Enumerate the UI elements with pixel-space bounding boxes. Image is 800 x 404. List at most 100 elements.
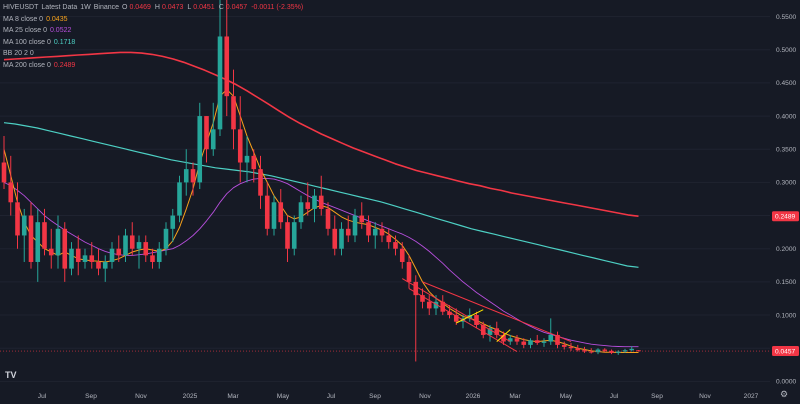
candle-body — [312, 195, 317, 209]
indicator-value: 0.2489 — [53, 61, 76, 69]
candle-body — [28, 215, 34, 262]
candle-body — [474, 315, 479, 325]
candle-body — [170, 215, 176, 229]
interval[interactable]: 1W — [80, 4, 91, 11]
price-tick-label: 0.2000 — [776, 246, 797, 253]
candle-body — [399, 248, 405, 262]
candle-body — [136, 242, 142, 249]
candle-body — [109, 248, 115, 262]
gear-icon[interactable]: ⚙ — [780, 389, 789, 399]
candle-body — [271, 202, 277, 229]
open-value: 0.0469 — [129, 4, 151, 11]
candle-body — [345, 228, 351, 236]
candle-body — [190, 169, 196, 183]
indicator-value: 0.0522 — [49, 27, 72, 35]
candle-body — [116, 248, 122, 256]
candle-body — [514, 338, 520, 342]
ma200-line — [3, 51, 639, 217]
candle-body — [264, 195, 270, 229]
time-tick-label: 2027 — [744, 393, 759, 400]
high-value: 0.0473 — [161, 4, 184, 11]
candle-body — [521, 341, 527, 345]
indicator-label: MA 25 close 0 — [3, 27, 47, 35]
time-tick-label: 2026 — [466, 393, 481, 400]
candle-body — [568, 346, 574, 349]
candle-body — [636, 350, 641, 352]
candle-body — [447, 311, 452, 316]
time-tick-label: May — [277, 393, 290, 400]
candle-body — [352, 215, 358, 236]
candle-body — [150, 255, 155, 262]
candle-body — [507, 338, 513, 342]
indicator-bb[interactable]: BB 20 2 0 — [3, 48, 307, 60]
candle-body — [244, 155, 250, 163]
candle-body — [224, 36, 230, 97]
indicator-label: MA 100 close 0 — [3, 38, 51, 46]
indicator-ma25[interactable]: MA 25 close 0 0.0522 — [3, 25, 307, 37]
indicator-value: 0.1718 — [53, 38, 76, 46]
symbol[interactable]: HIVEUSDT — [3, 4, 39, 11]
price-tick-label: 0.3000 — [776, 180, 797, 187]
candle-body — [528, 340, 533, 345]
candle-body — [366, 222, 371, 236]
time-tick-label: Nov — [135, 393, 147, 400]
legend-header: HIVEUSDT Latest Data 1W Binance O 0.0469 … — [3, 2, 307, 14]
indicator-ma200[interactable]: MA 200 close 0 0.2489 — [3, 60, 307, 72]
time-tick-label: Mar — [509, 393, 521, 400]
candle-body — [325, 208, 331, 229]
candle-body — [237, 129, 243, 163]
trend-line — [496, 329, 511, 342]
candle-body — [231, 96, 236, 130]
candle-body — [494, 328, 500, 335]
last-price-tag: 0.0457 — [775, 348, 796, 355]
candle-body — [386, 235, 392, 243]
candle-body — [96, 261, 101, 269]
candle-body — [582, 350, 587, 352]
candle-body — [55, 228, 61, 256]
candle-body — [35, 222, 41, 262]
candle-body — [629, 348, 635, 351]
price-tick-label: 0.3500 — [776, 147, 797, 154]
change-value: -0.0011 (-2.35%) — [251, 4, 304, 11]
ma200-price-tag: 0.2489 — [775, 214, 796, 221]
candle-body — [406, 261, 412, 282]
candle-body — [177, 182, 182, 216]
candle-body — [291, 222, 297, 249]
candle-body — [379, 228, 385, 236]
candle-body — [82, 255, 88, 262]
candle-body — [89, 255, 95, 262]
candle-body — [15, 202, 20, 236]
candle-body — [440, 301, 446, 312]
time-tick-label: Jul — [38, 393, 47, 400]
candle-body — [197, 116, 203, 183]
candle-body — [129, 235, 135, 249]
candle-body — [433, 301, 439, 309]
candle-body — [102, 261, 108, 269]
candle-body — [298, 202, 304, 223]
candle-body — [541, 341, 547, 343]
indicator-ma8[interactable]: MA 8 close 0 0.0435 — [3, 14, 307, 26]
candle-body — [42, 222, 47, 249]
time-tick-label: Sep — [369, 393, 381, 400]
price-tick-label: 0.0000 — [776, 379, 797, 386]
close-value: 0.0457 — [225, 4, 248, 11]
candle-body — [561, 344, 567, 347]
time-tick-label: Jul — [327, 393, 336, 400]
indicator-ma100[interactable]: MA 100 close 0 0.1718 — [3, 37, 307, 49]
tradingview-logo[interactable]: TV — [5, 370, 17, 380]
price-tick-label: 0.5000 — [776, 47, 797, 54]
low-label: L — [187, 4, 192, 11]
time-tick-label: Sep — [651, 393, 663, 400]
candle-body — [156, 248, 162, 262]
candle-body — [339, 228, 344, 249]
candle-body — [210, 129, 216, 150]
candle-body — [609, 350, 614, 353]
feed-label: Latest Data — [41, 4, 78, 11]
time-tick-label: Nov — [419, 393, 431, 400]
time-tick-label: May — [560, 393, 573, 400]
indicator-label: BB 20 2 0 — [3, 50, 34, 58]
exchange: Binance — [93, 4, 120, 11]
candle-body — [204, 116, 209, 150]
